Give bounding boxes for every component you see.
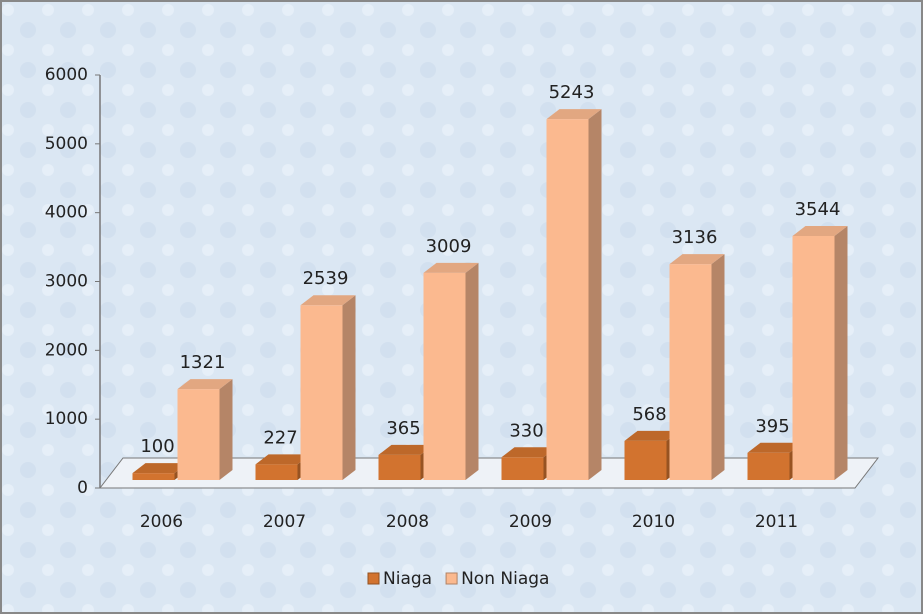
y-tick-label: 0 [77,478,88,498]
data-label: 330 [509,420,543,441]
bar-face [546,119,589,480]
data-label: 227 [263,427,297,448]
bar [792,226,848,480]
bar-face [711,254,725,480]
legend-swatch [367,572,380,585]
bar-face [669,254,725,265]
bar-face [501,457,544,480]
legend-label: Non Niaga [461,569,549,589]
bar-face [300,295,356,306]
bar-face [177,389,220,480]
bar-face [423,262,479,273]
x-tick-label: 2007 [263,512,306,532]
data-label: 1321 [180,352,226,373]
bar-face [834,226,848,480]
data-label: 2539 [303,268,349,289]
bar-face [546,109,602,120]
bar-face [378,444,434,455]
x-tick-label: 2010 [632,512,675,532]
bar [669,254,725,480]
bar-face [342,295,356,480]
bar [177,379,233,480]
data-label: 3009 [426,236,472,257]
data-label: 3544 [795,199,841,220]
bar-face [177,379,233,390]
y-tick-label: 1000 [45,409,88,429]
bar-face [132,473,175,480]
bar-face [747,442,803,453]
bar-face [219,379,233,480]
data-label: 100 [140,436,174,457]
data-label: 3136 [672,227,718,248]
legend-swatch [445,572,458,585]
bar-face [255,454,311,465]
y-tick-label: 3000 [45,272,88,292]
bar-face [792,226,848,237]
bar-face [624,440,667,480]
data-label: 395 [755,416,789,437]
bar-face [255,464,298,480]
bar [423,262,479,480]
bar-face [300,305,343,480]
bar [300,295,356,480]
bar-face [423,272,466,480]
y-tick-label: 6000 [45,65,88,85]
bar-face [588,109,602,480]
y-tick-label: 5000 [45,134,88,154]
data-label: 568 [632,404,666,425]
legend-label: Niaga [383,569,432,589]
bar [546,109,602,480]
y-tick-label: 2000 [45,340,88,360]
y-tick-label: 4000 [45,203,88,223]
bar-face [624,430,680,441]
bar-face [792,236,835,480]
bar-face [132,463,188,474]
bar-face [465,262,479,480]
bar-face [747,452,790,480]
data-label: 5243 [549,82,595,103]
data-label: 365 [386,418,420,439]
bar-face [378,454,421,480]
x-tick-label: 2011 [755,512,798,532]
x-tick-label: 2008 [386,512,429,532]
x-tick-label: 2009 [509,512,552,532]
x-tick-label: 2006 [140,512,183,532]
bar-face [669,264,712,480]
bar-face [501,447,557,458]
